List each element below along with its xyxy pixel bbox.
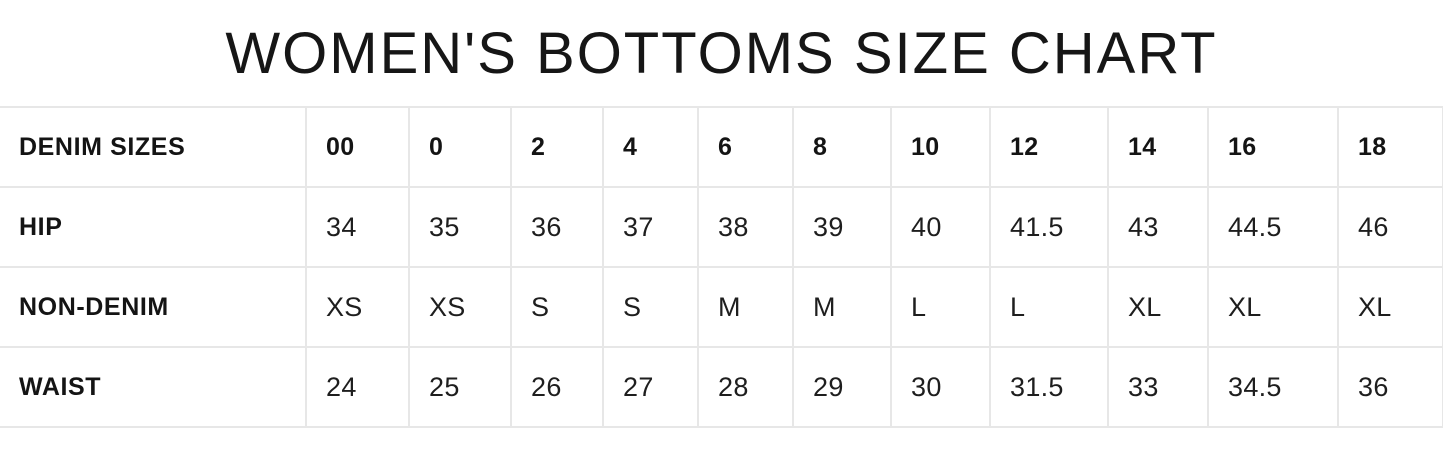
cell: 46 (1337, 186, 1443, 268)
table-row-waist: WAIST 24 25 26 27 28 29 30 31.5 33 34.5 … (0, 346, 1443, 428)
cell: 34 (305, 186, 410, 268)
cell: 0 (408, 106, 512, 188)
row-label: WAIST (0, 346, 307, 428)
cell: 33 (1107, 346, 1209, 428)
cell: 44.5 (1207, 186, 1339, 268)
cell: 25 (408, 346, 512, 428)
cell: 00 (305, 106, 410, 188)
row-label: DENIM SIZES (0, 106, 307, 188)
page-title: WOMEN'S BOTTOMS SIZE CHART (225, 20, 1218, 86)
cell: XL (1207, 266, 1339, 348)
cell: 6 (697, 106, 794, 188)
cell: 2 (510, 106, 604, 188)
cell: 16 (1207, 106, 1339, 188)
table-row-hip: HIP 34 35 36 37 38 39 40 41.5 43 44.5 46 (0, 186, 1443, 268)
cell: 31.5 (989, 346, 1109, 428)
table-row-denim-sizes: DENIM SIZES 00 0 2 4 6 8 10 12 14 16 18 (0, 106, 1443, 188)
cell: 10 (890, 106, 991, 188)
row-label: HIP (0, 186, 307, 268)
cell: L (890, 266, 991, 348)
cell: S (510, 266, 604, 348)
row-label: NON-DENIM (0, 266, 307, 348)
cell: XS (305, 266, 410, 348)
cell: 14 (1107, 106, 1209, 188)
cell: 8 (792, 106, 892, 188)
cell: XL (1107, 266, 1209, 348)
cell: 18 (1337, 106, 1443, 188)
cell: 41.5 (989, 186, 1109, 268)
cell: 34.5 (1207, 346, 1339, 428)
cell: 35 (408, 186, 512, 268)
cell: 29 (792, 346, 892, 428)
cell: 28 (697, 346, 794, 428)
cell: 12 (989, 106, 1109, 188)
cell: XS (408, 266, 512, 348)
cell: 38 (697, 186, 794, 268)
cell: M (697, 266, 794, 348)
title-bar: WOMEN'S BOTTOMS SIZE CHART (0, 0, 1443, 106)
cell: 39 (792, 186, 892, 268)
table-row-non-denim: NON-DENIM XS XS S S M M L L XL XL XL (0, 266, 1443, 348)
cell: M (792, 266, 892, 348)
cell: S (602, 266, 699, 348)
cell: L (989, 266, 1109, 348)
cell: 37 (602, 186, 699, 268)
cell: 4 (602, 106, 699, 188)
cell: 24 (305, 346, 410, 428)
cell: 40 (890, 186, 991, 268)
cell: 36 (1337, 346, 1443, 428)
cell: 36 (510, 186, 604, 268)
cell: 30 (890, 346, 991, 428)
cell: 43 (1107, 186, 1209, 268)
cell: 27 (602, 346, 699, 428)
cell: 26 (510, 346, 604, 428)
size-chart-table: DENIM SIZES 00 0 2 4 6 8 10 12 14 16 18 … (0, 106, 1443, 428)
cell: XL (1337, 266, 1443, 348)
